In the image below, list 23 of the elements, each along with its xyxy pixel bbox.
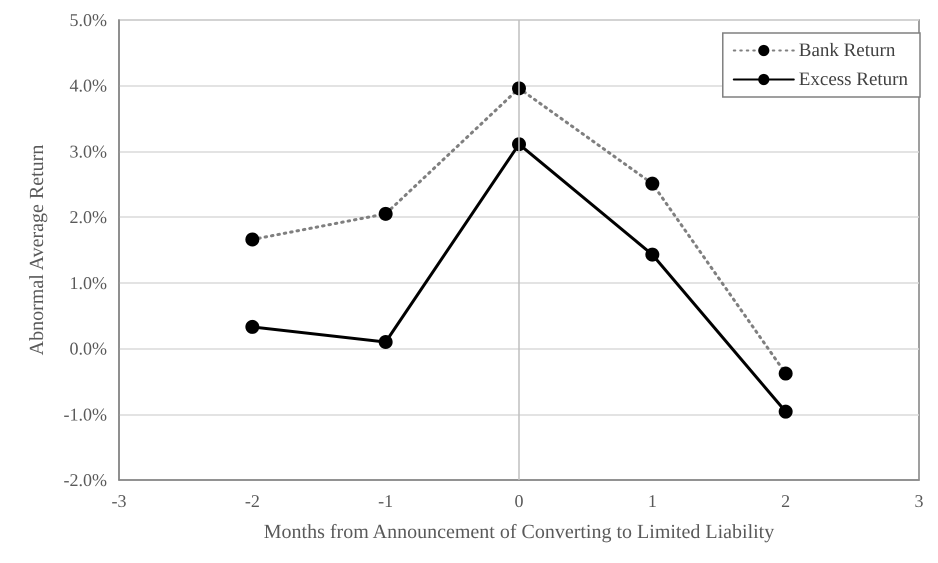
point <box>778 404 793 419</box>
y-tick-label: 4.0% <box>70 76 107 96</box>
x-tick-label: 0 <box>514 491 524 511</box>
y-axis-title: Abnormal Average Return <box>26 144 48 356</box>
point <box>378 335 393 349</box>
y-tick-label: -1.0% <box>64 404 107 424</box>
y-tick-label: 5.0% <box>70 10 107 30</box>
y-tick-label: 3.0% <box>70 141 107 162</box>
x-tick-label: 3 <box>914 491 924 511</box>
x-tick-label: -3 <box>112 491 126 511</box>
point <box>645 248 660 262</box>
legend-label: Excess Return <box>798 69 908 90</box>
x-tick-label: -1 <box>378 491 394 511</box>
legend-label: Bank Return <box>798 40 896 61</box>
x-axis-title: Months from Announcement of Converting to Limited Liability <box>264 521 774 543</box>
x-tick-label: 2 <box>781 491 790 511</box>
x-tick-label: 1 <box>648 491 657 511</box>
y-tick-label: 0.0% <box>70 338 107 359</box>
y-tick-label: 1.0% <box>70 272 107 293</box>
y-tick-label: 2.0% <box>70 207 107 228</box>
x-tick-label: -2 <box>244 491 260 511</box>
point <box>245 320 260 334</box>
y-tick-label: -2.0% <box>64 470 107 490</box>
